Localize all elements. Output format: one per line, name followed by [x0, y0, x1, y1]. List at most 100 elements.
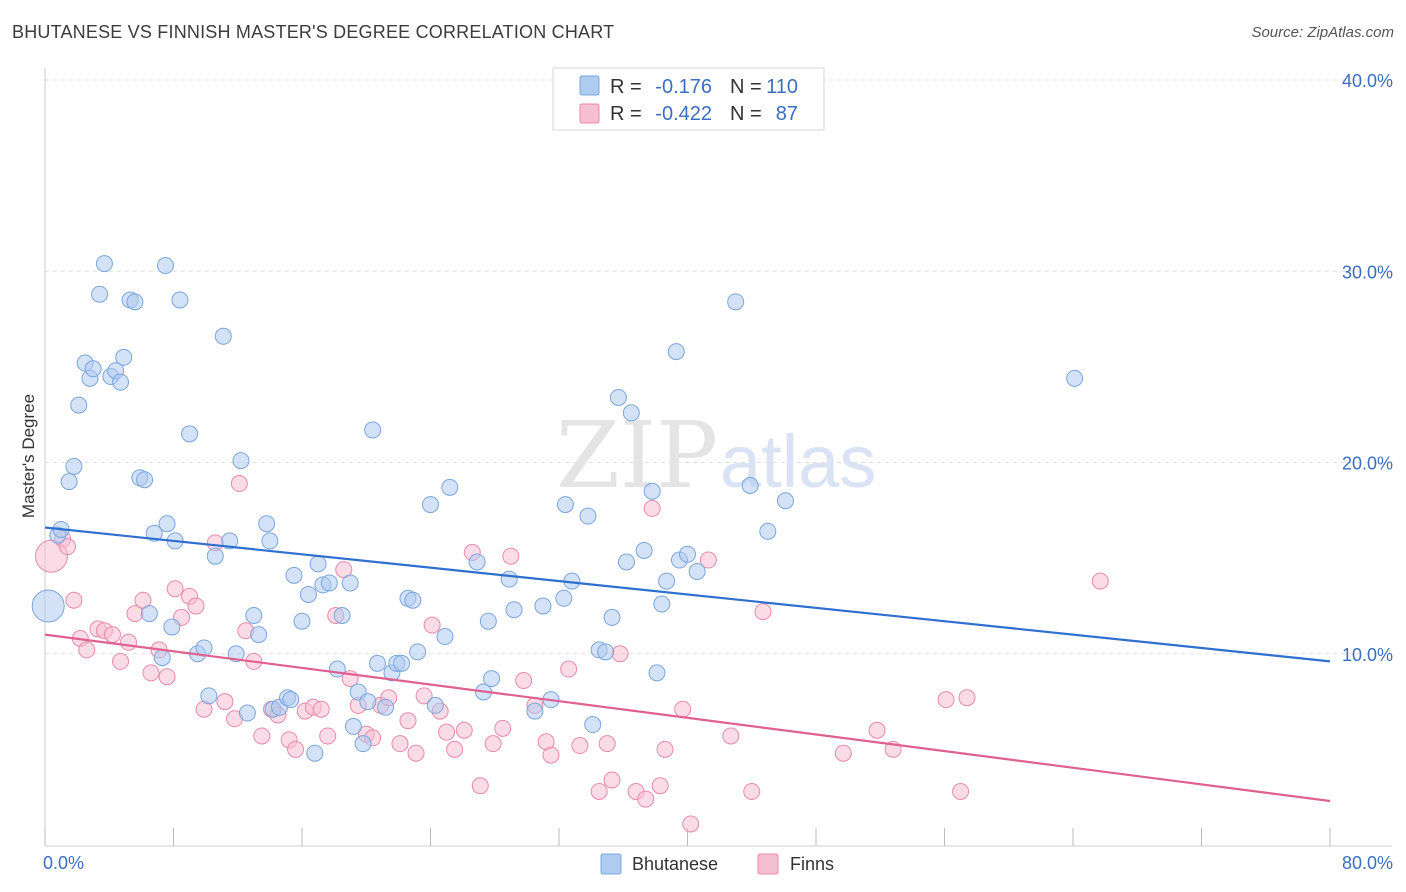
bhutanese-point — [158, 515, 176, 533]
finns-point — [937, 691, 955, 709]
bhutanese-point — [354, 735, 372, 753]
bhutanese-point — [534, 597, 552, 615]
finns-point — [166, 580, 184, 598]
finns-point — [455, 721, 473, 739]
y-tick-label: 40.0% — [1342, 71, 1393, 91]
bhutanese-point — [555, 589, 573, 607]
bhutanese-point — [653, 595, 671, 613]
bhutanese-point — [505, 601, 523, 619]
finns-point — [754, 603, 772, 621]
bhutanese-point — [658, 572, 676, 590]
finns-point — [571, 737, 589, 755]
bhutanese-point — [648, 664, 666, 682]
finns-point — [120, 633, 138, 651]
finns-point — [399, 712, 417, 730]
bhutanese-point — [245, 607, 263, 624]
finns-point — [637, 790, 655, 808]
finns-point — [674, 700, 692, 718]
bhutanese-point — [115, 348, 133, 366]
bhutanese-point — [70, 396, 88, 414]
bhutanese-point — [426, 696, 444, 714]
finns-point — [471, 777, 489, 795]
bhutanese-point — [136, 471, 154, 489]
bhutanese-point — [609, 388, 627, 406]
bhutanese-point — [483, 670, 501, 688]
finns-trend-line — [44, 633, 1331, 803]
finns-point — [438, 723, 456, 741]
finns-point — [187, 597, 205, 615]
finns-point — [611, 645, 629, 663]
y-tick-label: 10.0% — [1342, 645, 1393, 665]
finns-point — [446, 740, 464, 758]
bottom-legend-label-finns: Finns — [790, 854, 834, 874]
finns-point — [415, 687, 433, 705]
bhutanese-point — [409, 643, 427, 661]
bhutanese-point — [84, 360, 102, 378]
legend-n-value-finns: 87 — [776, 103, 798, 125]
y-axis-title: Master's Degree — [19, 394, 38, 518]
bhutanese-point — [441, 478, 459, 496]
bhutanese-point — [776, 492, 794, 510]
bhutanese-point — [727, 293, 745, 311]
bhutanese-point — [377, 698, 395, 716]
legend-n-value-bhutanese: 110 — [766, 76, 798, 98]
bhutanese-point — [436, 628, 454, 646]
bhutanese-point — [306, 744, 324, 762]
bhutanese-point — [65, 457, 83, 475]
bhutanese-point — [679, 545, 696, 563]
bhutanese-point — [643, 482, 661, 500]
bhutanese-point — [285, 566, 303, 584]
bhutanese-point — [603, 608, 621, 626]
finns-point — [603, 771, 621, 789]
finns-point — [158, 668, 176, 686]
x-tick-label-max: 80.0% — [1342, 853, 1393, 873]
finns-points — [34, 475, 1109, 833]
bhutanese-point — [468, 553, 486, 571]
bhutanese-point — [584, 716, 602, 734]
finns-point — [722, 727, 740, 745]
legend-r-label-finns: R = — [610, 103, 642, 125]
finns-point — [598, 735, 616, 753]
bhutanese-point — [341, 574, 359, 592]
bhutanese-point — [91, 285, 109, 303]
finns-point — [391, 735, 409, 753]
bhutanese-point — [250, 626, 268, 644]
bhutanese-point — [404, 591, 422, 609]
finns-point — [590, 782, 608, 800]
finns-point — [253, 727, 271, 745]
bhutanese-point — [359, 693, 377, 711]
finns-point — [423, 616, 441, 634]
y-tick-label: 30.0% — [1342, 262, 1393, 282]
bhutanese-point — [309, 555, 327, 573]
bhutanese-point — [526, 702, 544, 720]
source-label: Source: ZipAtlas.com — [1251, 24, 1394, 41]
bhutanese-point — [556, 496, 574, 514]
bhutanese-point — [344, 717, 362, 735]
finns-point — [958, 689, 976, 707]
finns-point — [58, 538, 76, 556]
bhutanese-point — [299, 585, 317, 603]
bhutanese-point — [163, 618, 181, 636]
finns-point — [542, 746, 560, 764]
legend-r-label-bhutanese: R = — [610, 76, 642, 98]
legend-n-label-bhutanese: N = — [730, 76, 762, 98]
bhutanese-point — [688, 563, 706, 581]
finns-point — [142, 664, 160, 682]
bhutanese-point — [759, 522, 777, 540]
finns-point — [515, 672, 533, 690]
bhutanese-point — [153, 649, 171, 667]
finns-point — [287, 740, 305, 758]
bhutanese-point — [214, 327, 232, 345]
bhutanese-point — [258, 515, 276, 533]
bhutanese-point — [181, 425, 199, 443]
bhutanese-point — [667, 343, 685, 361]
watermark: ZIP atlas — [556, 402, 876, 509]
bhutanese-point — [238, 704, 256, 722]
bhutanese-point — [140, 605, 158, 623]
bottom-legend-label-bhutanese: Bhutanese — [632, 854, 718, 874]
bhutanese-point — [617, 553, 635, 571]
legend-r-value-finns: -0.422 — [655, 103, 712, 125]
series-legend: Bhutanese Finns — [600, 853, 834, 875]
finns-point — [952, 782, 970, 800]
